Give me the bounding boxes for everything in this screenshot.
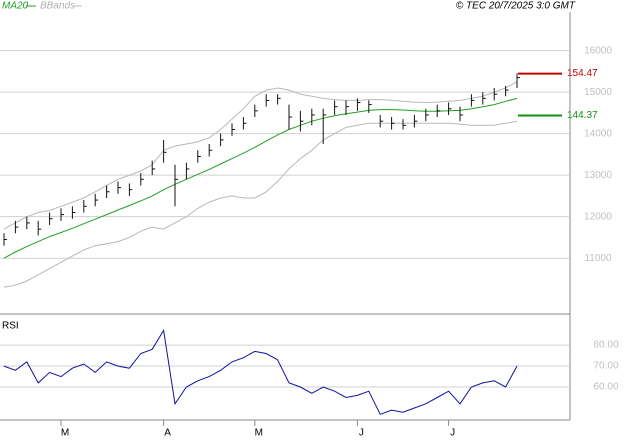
bband-upper	[3, 81, 518, 230]
y-tick-label: 12000	[584, 211, 612, 222]
rsi-title: RSI	[2, 321, 19, 332]
y-tick-label: 80.00	[593, 340, 618, 351]
y-tick-label: 11000	[584, 253, 612, 264]
y-tick-label: 16000	[584, 45, 612, 56]
x-tick-label: M	[61, 428, 69, 439]
x-tick-label: J	[450, 428, 455, 439]
price-marker-label: 144.37	[567, 110, 598, 121]
y-tick-label: 60.00	[593, 382, 618, 393]
ma20-line	[3, 97, 518, 259]
legend-label: MA20	[2, 1, 29, 12]
y-tick-label: 70.00	[593, 361, 618, 372]
y-tick-label: 14000	[584, 128, 612, 139]
x-tick-label: M	[255, 428, 263, 439]
x-tick-label: A	[164, 428, 171, 439]
price-marker-label: 154.47	[567, 68, 598, 79]
credit: © TEC 20/7/2025 3:0 GMT	[456, 1, 576, 12]
bband-lower	[3, 120, 518, 288]
rsi-line	[3, 328, 518, 415]
y-tick-label: 13000	[584, 170, 612, 181]
legend-label: BBands	[40, 1, 75, 12]
y-tick-label: 15000	[584, 87, 612, 98]
x-tick-label: J	[359, 428, 364, 439]
